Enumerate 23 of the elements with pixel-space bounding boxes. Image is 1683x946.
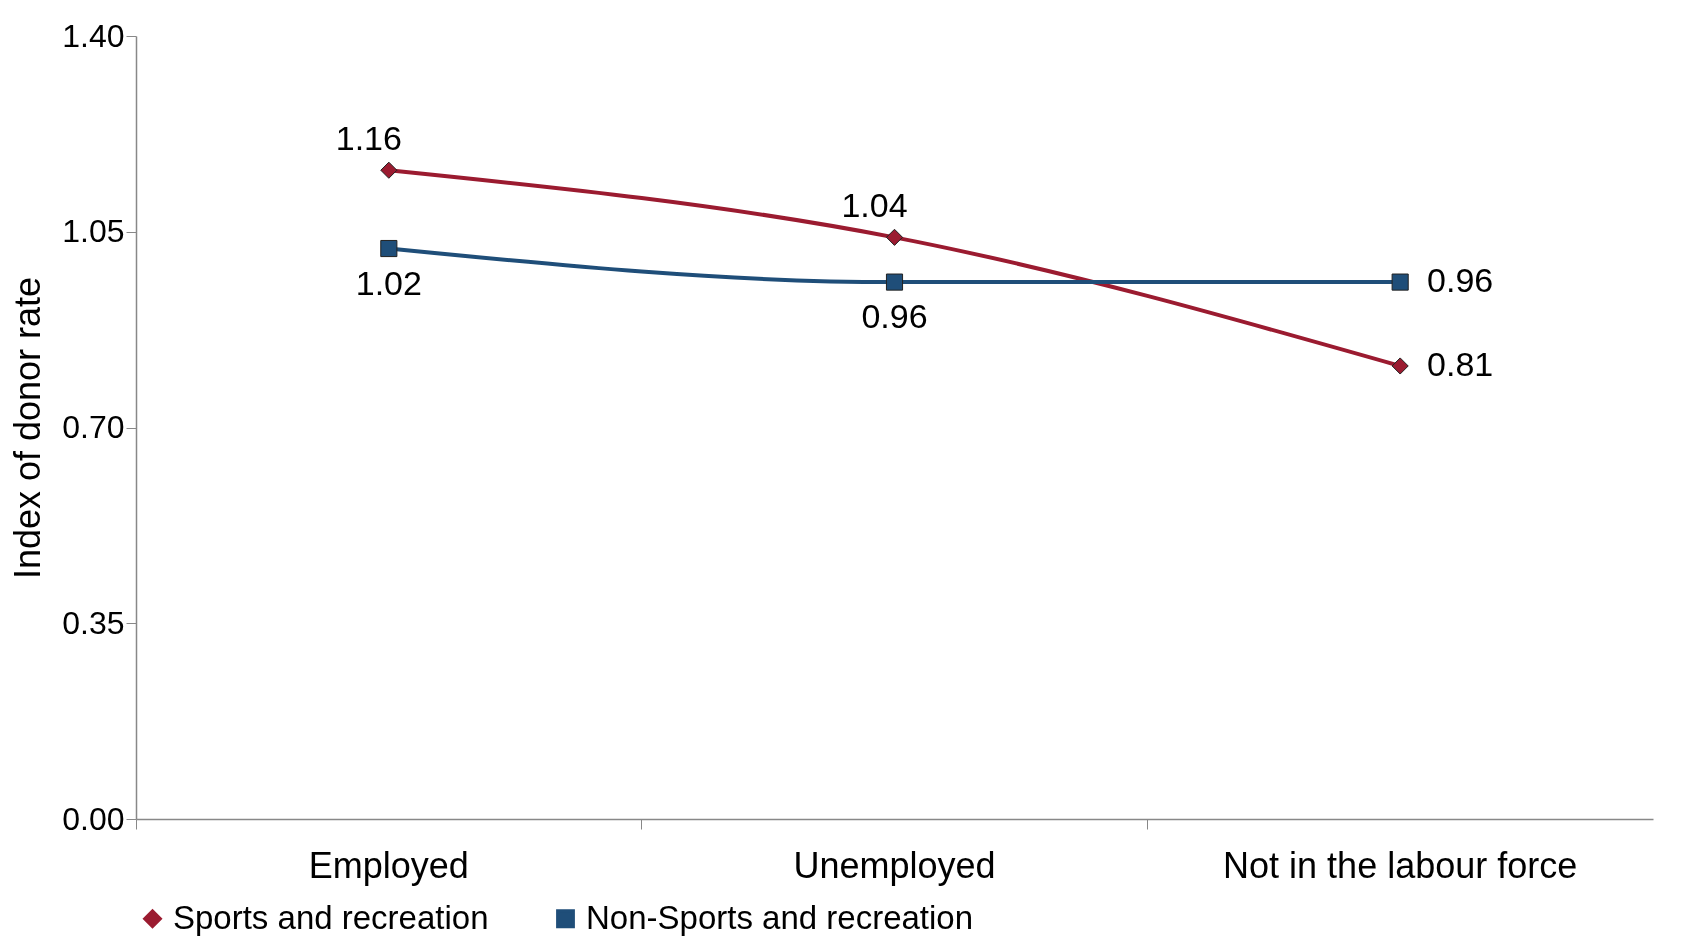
data-label: 0.81 (1427, 344, 1494, 383)
point (380, 161, 398, 179)
y-tick-label: 0.35 (62, 604, 125, 641)
data-label: 1.02 (355, 263, 422, 302)
data-label: 0.96 (1427, 261, 1494, 300)
data-label: 1.16 (335, 119, 402, 158)
legend-label: Sports and recreation (173, 898, 489, 936)
point (885, 273, 904, 291)
x-tick-label: Not in the labour force (1223, 844, 1578, 886)
legend-label: Non-Sports and recreation (586, 898, 974, 936)
y-axis-title: Index of donor rate (7, 276, 49, 580)
x-tick-label: Unemployed (793, 844, 996, 886)
y-tick-label: 1.05 (62, 213, 125, 250)
data-label: 0.96 (861, 297, 928, 336)
point (380, 239, 398, 258)
data-label: 1.04 (841, 186, 908, 225)
y-tick-label: 0.00 (62, 800, 125, 837)
point (885, 228, 904, 246)
y-tick-label: 1.40 (62, 17, 125, 54)
point (1391, 273, 1409, 291)
point (1391, 357, 1409, 375)
y-tick-label: 0.70 (62, 409, 125, 445)
x-tick-label: Employed (308, 844, 469, 886)
